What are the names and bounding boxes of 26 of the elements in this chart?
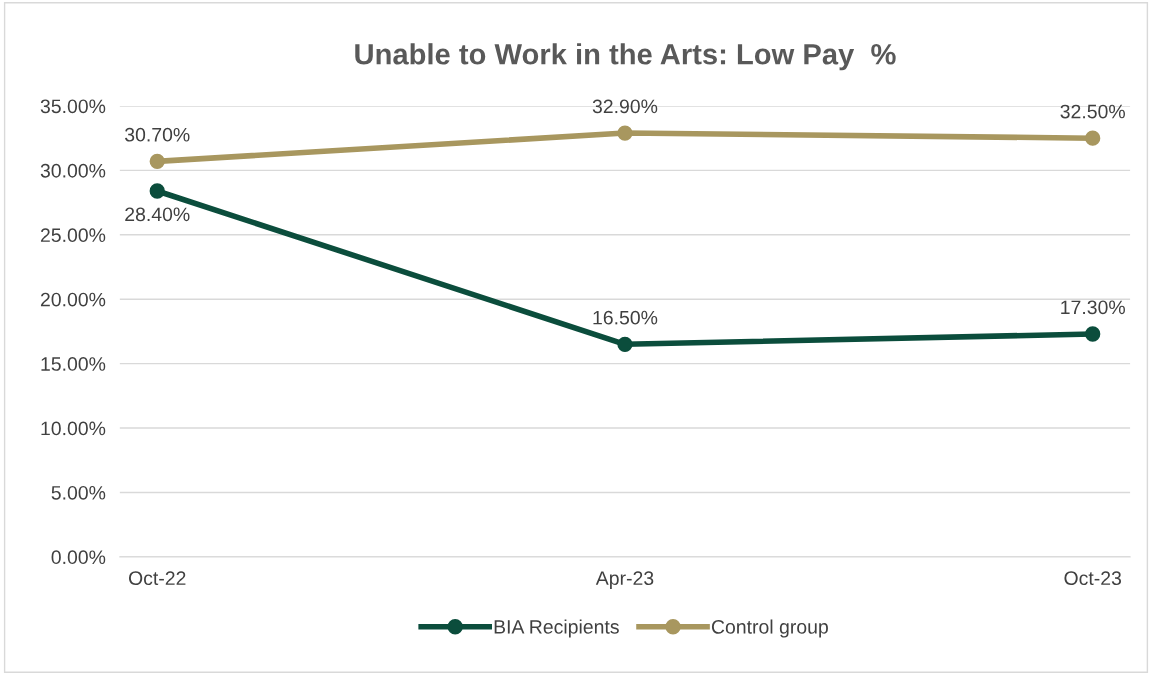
x-tick-label: Oct-22 [128,571,186,586]
point [1085,130,1101,146]
data-label: 17.30% [1061,300,1125,315]
point [617,336,633,352]
data-label: 32.90% [592,99,658,114]
data-label: 32.50% [1060,104,1125,119]
chart-title: Unable to Work in the Arts: Low Pay % [355,43,896,71]
data-label: 16.50% [593,310,658,325]
x-tick-label: Oct-23 [1064,571,1122,586]
y-tick-label: 35.00% [40,99,106,114]
point [149,153,165,170]
data-label: 28.40% [125,207,190,222]
x-tick-label: Apr-23 [595,571,654,589]
y-tick-label: 10.00% [41,421,106,436]
legend-label: Control group [711,619,828,638]
data-label: 30.70% [125,127,190,142]
y-tick-label: 5.00% [51,485,106,500]
legend-label: BIA Recipients [494,619,619,638]
y-tick-label: 20.00% [40,292,106,307]
y-tick-label: 30.00% [40,163,106,178]
point [149,183,165,199]
point [617,125,633,141]
y-tick-label: 25.00% [40,228,106,243]
y-tick-label: 15.00% [41,357,106,371]
y-tick-label: 0.00% [51,550,106,565]
point [1085,326,1101,342]
